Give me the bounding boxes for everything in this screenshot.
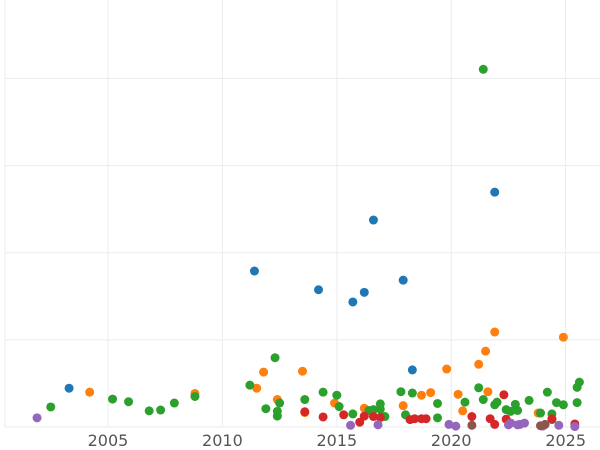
data-point-series-4 — [499, 390, 509, 400]
data-point-series-2 — [85, 387, 95, 397]
data-point-series-3 — [245, 380, 255, 390]
data-point-series-5 — [32, 413, 42, 423]
data-point-series-3 — [492, 397, 502, 407]
data-point-series-3 — [536, 408, 545, 418]
data-point-series-3 — [433, 413, 443, 423]
data-point-series-4 — [547, 414, 557, 424]
data-point-series-1 — [348, 297, 358, 307]
data-point-series-5 — [506, 418, 516, 428]
data-point-series-3 — [513, 405, 523, 415]
data-point-series-3 — [478, 64, 488, 74]
data-point-series-2 — [558, 332, 568, 342]
data-point-series-4 — [318, 412, 328, 422]
data-point-series-3 — [270, 353, 280, 363]
data-point-series-3 — [396, 387, 406, 397]
data-point-series-3 — [460, 397, 470, 407]
data-point-series-3 — [169, 398, 179, 408]
data-points — [32, 64, 584, 432]
data-point-series-3 — [552, 398, 562, 408]
data-point-series-2 — [442, 364, 452, 374]
data-point-series-3 — [300, 395, 310, 405]
data-point-series-2 — [426, 388, 436, 398]
data-point-series-5 — [373, 420, 383, 430]
data-point-series-3 — [558, 400, 568, 410]
data-point-series-1 — [407, 365, 417, 375]
data-point-series-3 — [261, 404, 271, 414]
data-point-series-3 — [156, 405, 166, 415]
data-point-series-6 — [540, 419, 550, 429]
data-point-series-3 — [275, 398, 285, 408]
data-point-series-5 — [554, 420, 564, 430]
data-point-series-2 — [490, 327, 500, 337]
data-point-series-2 — [453, 389, 463, 399]
x-tick-label: 2025 — [545, 431, 586, 450]
data-point-series-2 — [417, 390, 426, 400]
data-point-series-3 — [474, 383, 484, 393]
data-point-series-2 — [259, 367, 269, 377]
data-point-series-3 — [478, 395, 488, 405]
data-point-series-4 — [490, 419, 500, 429]
data-point-series-3 — [334, 402, 344, 412]
data-point-series-3 — [108, 394, 118, 404]
data-point-series-5 — [444, 419, 454, 429]
data-point-series-3 — [318, 387, 328, 397]
data-point-series-3 — [506, 406, 516, 416]
x-tick-label: 2010 — [202, 431, 243, 450]
data-point-series-4 — [359, 411, 369, 421]
data-point-series-3 — [144, 406, 154, 416]
data-point-series-1 — [64, 383, 74, 393]
data-point-series-5 — [451, 421, 461, 431]
data-point-series-1 — [490, 187, 500, 197]
data-point-series-1 — [368, 215, 378, 225]
data-point-series-3 — [524, 395, 534, 405]
data-point-series-2 — [474, 359, 484, 369]
data-point-series-2 — [481, 346, 491, 356]
data-point-series-5 — [346, 420, 356, 430]
data-point-series-5 — [519, 418, 529, 428]
data-point-series-4 — [410, 414, 420, 424]
data-point-series-2 — [252, 383, 262, 393]
data-point-series-3 — [574, 377, 584, 387]
y-gridlines — [5, 77, 600, 428]
data-point-series-1 — [314, 285, 324, 295]
data-point-series-4 — [368, 412, 378, 422]
data-point-series-2 — [298, 366, 307, 376]
data-point-series-6 — [467, 420, 477, 430]
x-tick-label: 2015 — [316, 431, 357, 450]
data-point-series-3 — [332, 390, 342, 400]
data-point-series-3 — [124, 397, 134, 407]
data-point-series-3 — [572, 398, 582, 408]
data-point-series-3 — [348, 409, 358, 419]
data-point-series-2 — [458, 406, 468, 416]
data-point-series-1 — [398, 275, 408, 285]
data-point-series-1 — [249, 266, 259, 276]
data-point-series-2 — [398, 401, 408, 411]
data-point-series-4 — [421, 414, 431, 424]
data-point-series-3 — [368, 405, 378, 415]
data-point-series-3 — [272, 411, 282, 421]
data-point-series-3 — [190, 392, 200, 401]
data-point-series-2 — [483, 387, 493, 397]
data-point-series-4 — [300, 407, 310, 417]
data-point-series-3 — [407, 388, 417, 398]
data-point-series-3 — [433, 398, 443, 408]
x-axis-tick-labels: 2005 2010 2015 2020 2025 — [88, 431, 586, 450]
data-point-series-3 — [46, 402, 56, 412]
x-tick-label: 2005 — [88, 431, 129, 450]
data-point-series-3 — [375, 404, 385, 414]
x-gridlines — [4, 0, 567, 427]
x-tick-label: 2020 — [431, 431, 472, 450]
data-point-series-4 — [467, 412, 477, 422]
data-point-series-5 — [570, 422, 580, 432]
data-point-series-4 — [375, 412, 385, 422]
data-point-series-4 — [339, 410, 349, 420]
data-point-series-1 — [359, 287, 369, 297]
data-point-series-3 — [542, 387, 552, 397]
